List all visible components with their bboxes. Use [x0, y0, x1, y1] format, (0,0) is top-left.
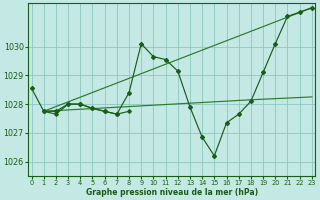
X-axis label: Graphe pression niveau de la mer (hPa): Graphe pression niveau de la mer (hPa) — [86, 188, 258, 197]
